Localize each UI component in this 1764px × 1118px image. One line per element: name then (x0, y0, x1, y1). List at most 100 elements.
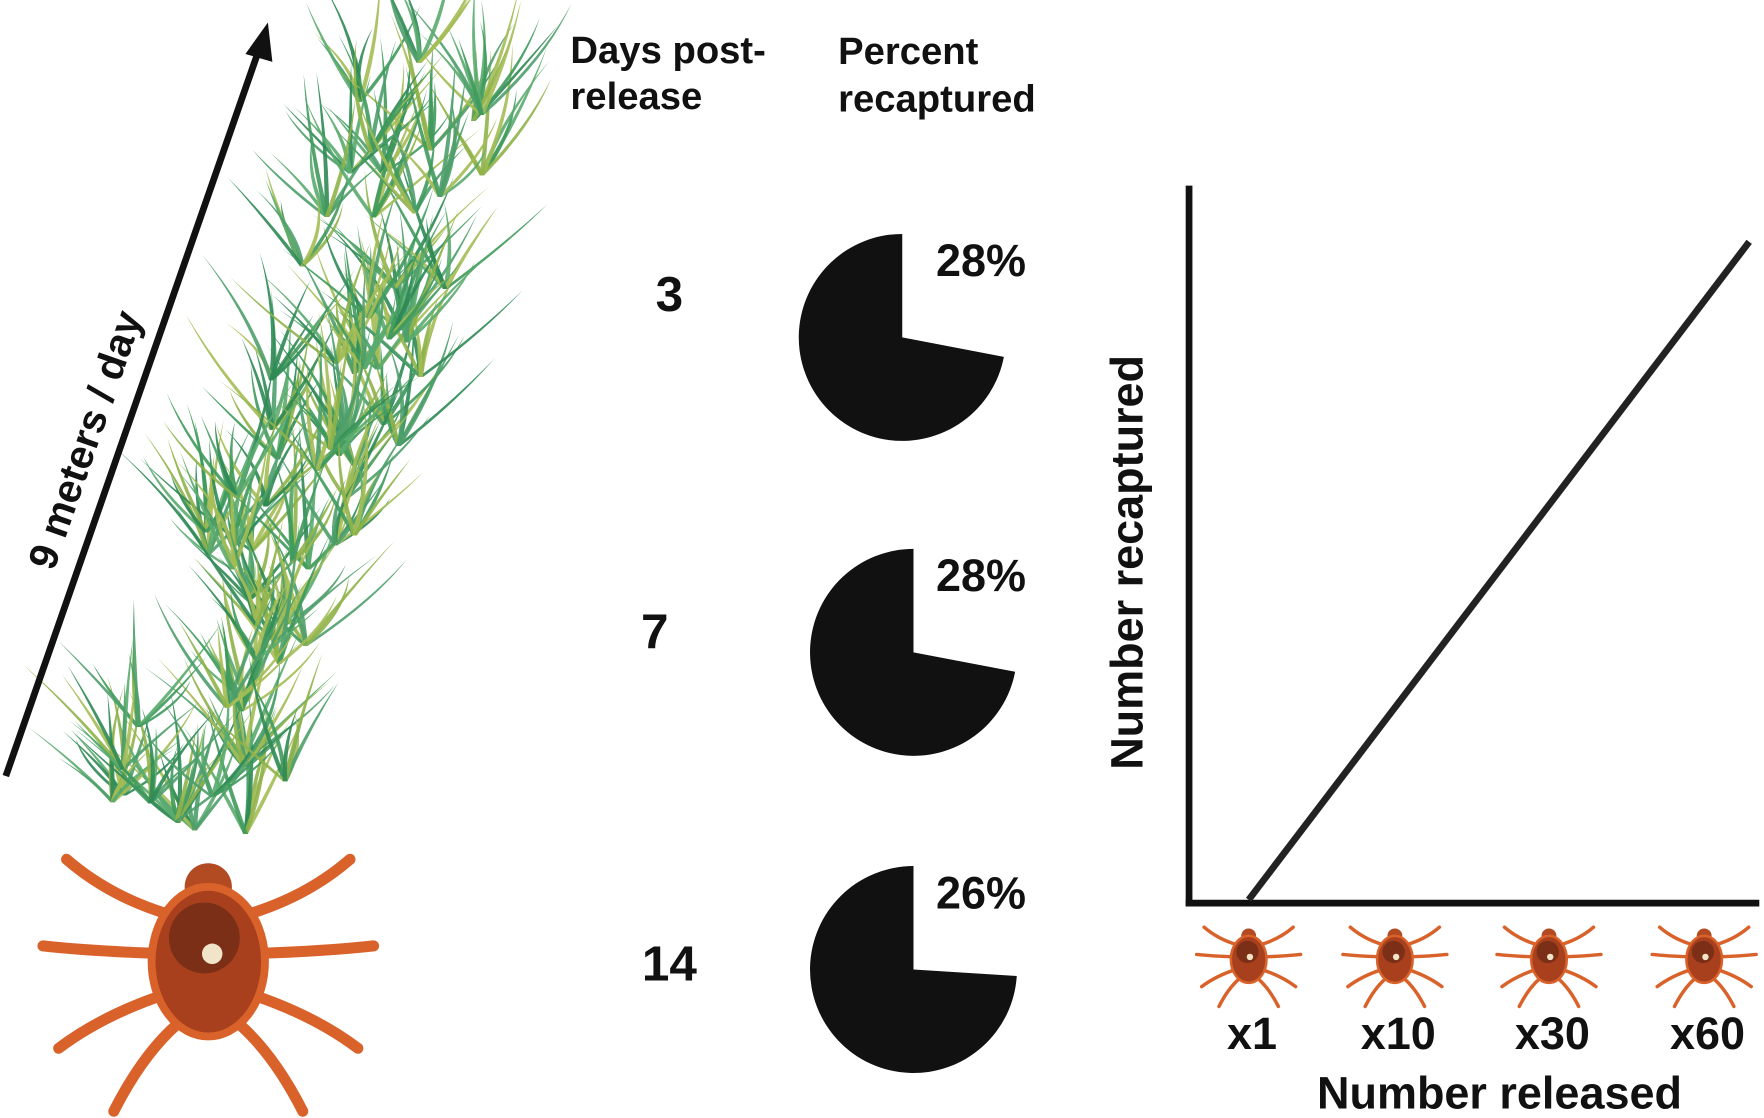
grass-blade (371, 350, 401, 447)
tick-leg (53, 987, 175, 1054)
grass-blade (263, 408, 280, 507)
header-percent: Percent (838, 30, 979, 73)
grass-blade (215, 420, 240, 498)
x-category-label: x60 (1670, 1008, 1745, 1059)
grass-blade (221, 616, 231, 708)
grass-blade (273, 537, 341, 643)
grass-blade (273, 457, 295, 563)
x-axis-label: Number released (1317, 1068, 1682, 1118)
grass-blade (371, 98, 421, 218)
header-percent: recaptured (838, 77, 1036, 120)
arrow-label: 9 meters / day (19, 304, 151, 575)
grass-blade (217, 624, 230, 708)
grass-blade (331, 478, 347, 546)
percent-label: 28% (936, 235, 1026, 286)
grass-blade (390, 0, 422, 64)
grass-blade (303, 540, 395, 646)
grass-blade (306, 496, 330, 570)
tick-leg (1712, 977, 1736, 1009)
grass-blade (266, 579, 308, 646)
tick-leg (1259, 967, 1298, 989)
grass-blade (437, 96, 457, 197)
grass-blade (412, 144, 468, 214)
arrow-head (245, 22, 273, 62)
grass-blade (243, 696, 268, 835)
tick-leg (1199, 967, 1239, 989)
days-value: 3 (656, 267, 684, 322)
grass-blade (404, 0, 422, 64)
grass-blade (357, 0, 380, 102)
tick-leg (1405, 925, 1442, 947)
grass-blade (318, 310, 333, 450)
grass-blade (338, 428, 357, 536)
tick-leg (1500, 967, 1539, 989)
grass-blade (209, 438, 236, 548)
grass-blade (326, 307, 348, 441)
grass-blade (390, 0, 422, 64)
pie-remainder (810, 866, 1017, 1074)
grass (22, 0, 572, 835)
grass-blade (120, 682, 126, 770)
grass-blade (192, 556, 282, 664)
grass-blade (412, 306, 423, 377)
grass-blade (227, 177, 305, 267)
grass-blade (396, 322, 414, 447)
grass-blade (254, 575, 294, 661)
tick-leg (1714, 967, 1753, 989)
grass-blade (355, 241, 380, 370)
grass-blade (375, 269, 469, 370)
grass-blade (210, 675, 230, 797)
grass-blade (223, 551, 308, 646)
tick-leg (1672, 977, 1697, 1009)
grass-blade (375, 257, 466, 370)
grass-blade (368, 86, 421, 152)
tick-leg (1559, 967, 1598, 989)
grass-blade (443, 202, 452, 289)
tick-leg (1714, 925, 1751, 947)
grass-blade (404, 207, 460, 343)
grass-blade (157, 657, 247, 767)
grass-blade (234, 380, 296, 498)
grass-blade (280, 389, 333, 450)
grass-blade (202, 254, 274, 381)
grass-blade (399, 209, 410, 343)
grass-blade (352, 394, 369, 536)
tick-leg (108, 1019, 183, 1117)
tick-leg (1346, 967, 1385, 989)
grass-blade (284, 422, 357, 536)
grass-blade (294, 332, 386, 425)
grass-blade (416, 0, 446, 64)
grass-blade (299, 193, 321, 267)
grass-blade (254, 556, 261, 626)
grass-blade (371, 222, 448, 289)
grass-blade (162, 701, 215, 797)
grass-blade (256, 189, 305, 267)
grass-blade (269, 289, 277, 430)
days-value: 7 (641, 605, 669, 660)
arrow-shaft (2, 55, 260, 778)
grass-blade (443, 204, 548, 289)
grass-blade (328, 324, 351, 450)
grass-blade (203, 465, 228, 533)
grass-blade (132, 598, 141, 727)
grass-blade (226, 508, 252, 600)
grass-blade (392, 186, 490, 289)
grass-blade (443, 206, 498, 289)
grass-blade (141, 707, 155, 804)
tick-leg (1259, 925, 1295, 947)
grass-blade (368, 162, 418, 214)
grass-blade (272, 295, 339, 364)
grass-blade (242, 632, 300, 759)
grass-blade (297, 371, 320, 471)
pie-remainder (798, 233, 1004, 441)
x-category-label: x10 (1361, 1008, 1436, 1059)
tick-leg (1217, 977, 1241, 1009)
grass-blade (418, 295, 439, 377)
grass-blade (194, 420, 209, 533)
grass-blade (344, 392, 387, 499)
grass-blade (386, 227, 455, 340)
grass-blade (223, 550, 259, 626)
grass-blade (371, 84, 417, 218)
grass-blade (416, 0, 471, 64)
